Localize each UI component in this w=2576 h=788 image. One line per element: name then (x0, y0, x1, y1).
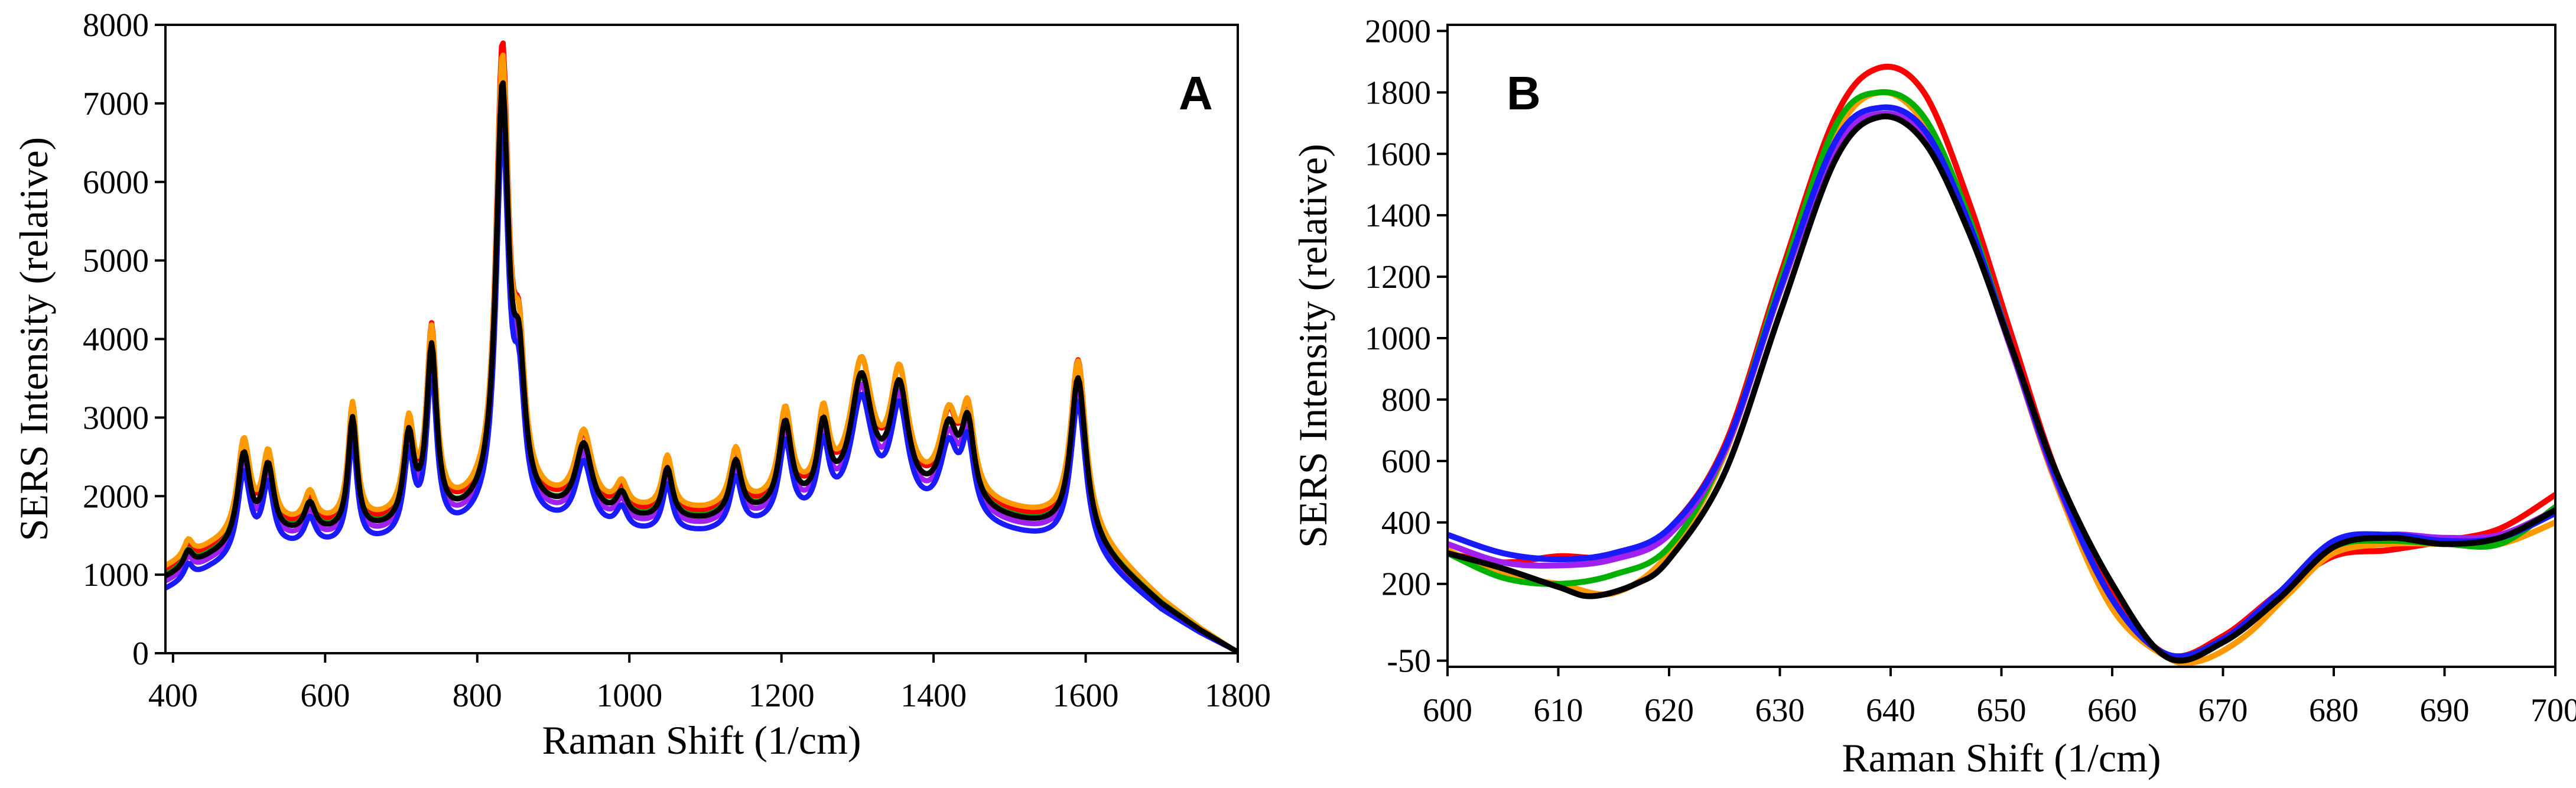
y-tick-label: 3000 (83, 400, 149, 436)
y-tick-label: 2000 (83, 478, 149, 515)
x-tick-label: 1600 (1053, 677, 1119, 714)
x-axis-label: Raman Shift (1/cm) (542, 718, 861, 763)
y-tick-label: 400 (1381, 505, 1431, 541)
y-tick-label: 1600 (1365, 136, 1431, 173)
x-tick-label: 600 (300, 677, 350, 714)
plot-frame (1446, 24, 2557, 668)
y-tick-label: 800 (1381, 382, 1431, 419)
x-tick-label: 690 (2420, 692, 2470, 729)
y-axis-label: SERS Intensity (relative) (11, 137, 56, 541)
y-tick-label: 1800 (1365, 74, 1431, 111)
x-tick-label: 650 (1977, 692, 2027, 729)
x-tick-label: 700 (2531, 692, 2576, 729)
series-line-blue (165, 122, 1238, 653)
series-line-red (165, 40, 1238, 653)
x-tick-label: 800 (453, 677, 502, 714)
x-tick-label: 600 (1423, 692, 1472, 729)
x-tick-label: 1400 (900, 677, 967, 714)
plot-frame (164, 24, 1239, 654)
series-group (165, 40, 1238, 653)
x-tick-label: 630 (1755, 692, 1805, 729)
x-tick-label: 670 (2198, 692, 2248, 729)
series-line-green (1448, 89, 2555, 660)
y-tick-label: 200 (1381, 566, 1431, 603)
y-tick-label: 6000 (83, 164, 149, 201)
y-tick-label: 4000 (83, 322, 149, 358)
x-tick-label: 1200 (749, 677, 815, 714)
y-tick-label: 7000 (83, 86, 149, 122)
x-tick-label: 610 (1534, 692, 1583, 729)
series-line-orange (165, 52, 1238, 653)
y-tick-label: 1000 (83, 557, 149, 594)
y-tick-label: 0 (132, 635, 149, 672)
y-tick-label: 8000 (83, 7, 149, 44)
series-line-red (1448, 63, 2555, 660)
y-tick-label: 1400 (1365, 197, 1431, 234)
x-tick-label: 640 (1866, 692, 1915, 729)
y-axis-label: SERS Intensity (relative) (1290, 144, 1335, 548)
panel-label: B (1507, 67, 1541, 119)
x-tick-label: 400 (148, 677, 198, 714)
series-line-black (165, 80, 1238, 653)
y-tick-label: 1000 (1365, 320, 1431, 357)
y-tick-label: 2000 (1365, 13, 1431, 50)
panel-label: A (1179, 67, 1213, 119)
series-line-black (1448, 113, 2555, 664)
chart-panel-a: 0 1000 2000 3000 4000 5000 6000 7000 8000 400 600 8… (11, 7, 1271, 763)
y-tick-label: 600 (1381, 443, 1431, 480)
x-tick-label: 680 (2309, 692, 2359, 729)
y-tick-label: 5000 (83, 243, 149, 280)
x-tick-label: 620 (1644, 692, 1694, 729)
y-tick-label: -50 (1387, 643, 1431, 680)
chart-panel-b: -50 200 400 600 800 1000 1200 1400 1600 1800 2000 6… (1290, 13, 2576, 780)
x-tick-label: 660 (2087, 692, 2137, 729)
series-group (1448, 63, 2555, 667)
x-axis-label: Raman Shift (1/cm) (1842, 735, 2161, 780)
x-tick-label: 1800 (1205, 677, 1271, 714)
x-tick-label: 1000 (596, 677, 662, 714)
series-line-orange (1448, 89, 2555, 667)
y-tick-label: 1200 (1365, 259, 1431, 296)
